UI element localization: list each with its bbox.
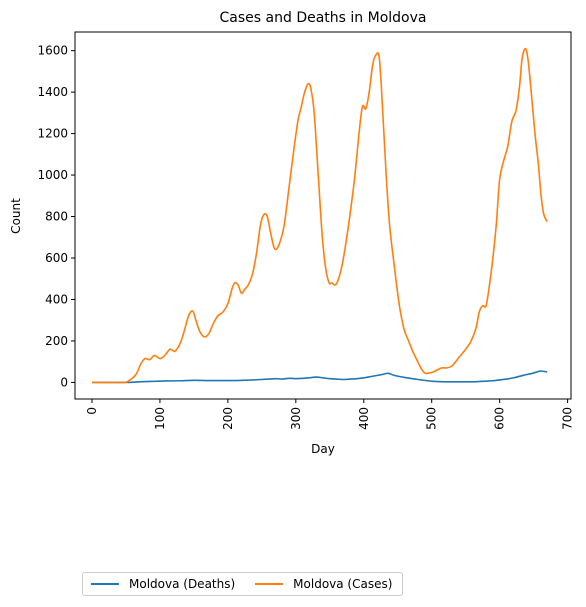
y-tick-label: 800 (45, 210, 68, 224)
y-tick-label: 0 (60, 375, 68, 389)
y-tick-label: 1200 (37, 127, 68, 141)
x-tick-label: 500 (425, 407, 439, 430)
y-tick-label: 200 (45, 334, 68, 348)
y-axis-ticks: 0 200 400 600 800 1000 1200 1400 1600 (37, 44, 75, 389)
cases-series-line (91, 47, 548, 384)
x-tick-label: 700 (561, 407, 575, 430)
plot-lines (91, 47, 548, 384)
y-tick-label: 600 (45, 251, 68, 265)
legend-label-deaths: Moldova (Deaths) (129, 577, 236, 591)
x-axis-ticks: 0 100 200 300 400 500 600 700 (85, 399, 575, 430)
y-tick-label: 1600 (37, 44, 68, 58)
y-tick-label: 400 (45, 292, 68, 306)
y-tick-label: 1000 (37, 168, 68, 182)
legend-item-cases: Moldova (Cases) (255, 577, 392, 591)
x-tick-label: 400 (357, 407, 371, 430)
legend-item-deaths: Moldova (Deaths) (91, 577, 235, 591)
legend-swatch-deaths (91, 583, 119, 585)
x-tick-label: 100 (153, 407, 167, 430)
x-tick-label: 600 (493, 407, 507, 430)
x-tick-label: 300 (289, 407, 303, 430)
x-tick-label: 0 (85, 407, 99, 415)
legend-label-cases: Moldova (Cases) (293, 577, 393, 591)
axes-frame (74, 31, 572, 400)
deaths-series-line (91, 370, 548, 384)
chart-title: Cases and Deaths in Moldova (220, 10, 427, 26)
x-tick-label: 200 (221, 407, 235, 430)
legend: Moldova (Deaths) Moldova (Cases) (82, 572, 404, 596)
legend-swatch-cases (255, 583, 284, 585)
x-axis-label: Day (311, 442, 335, 456)
y-tick-label: 1400 (37, 85, 68, 99)
y-axis-label: Count (9, 198, 23, 234)
